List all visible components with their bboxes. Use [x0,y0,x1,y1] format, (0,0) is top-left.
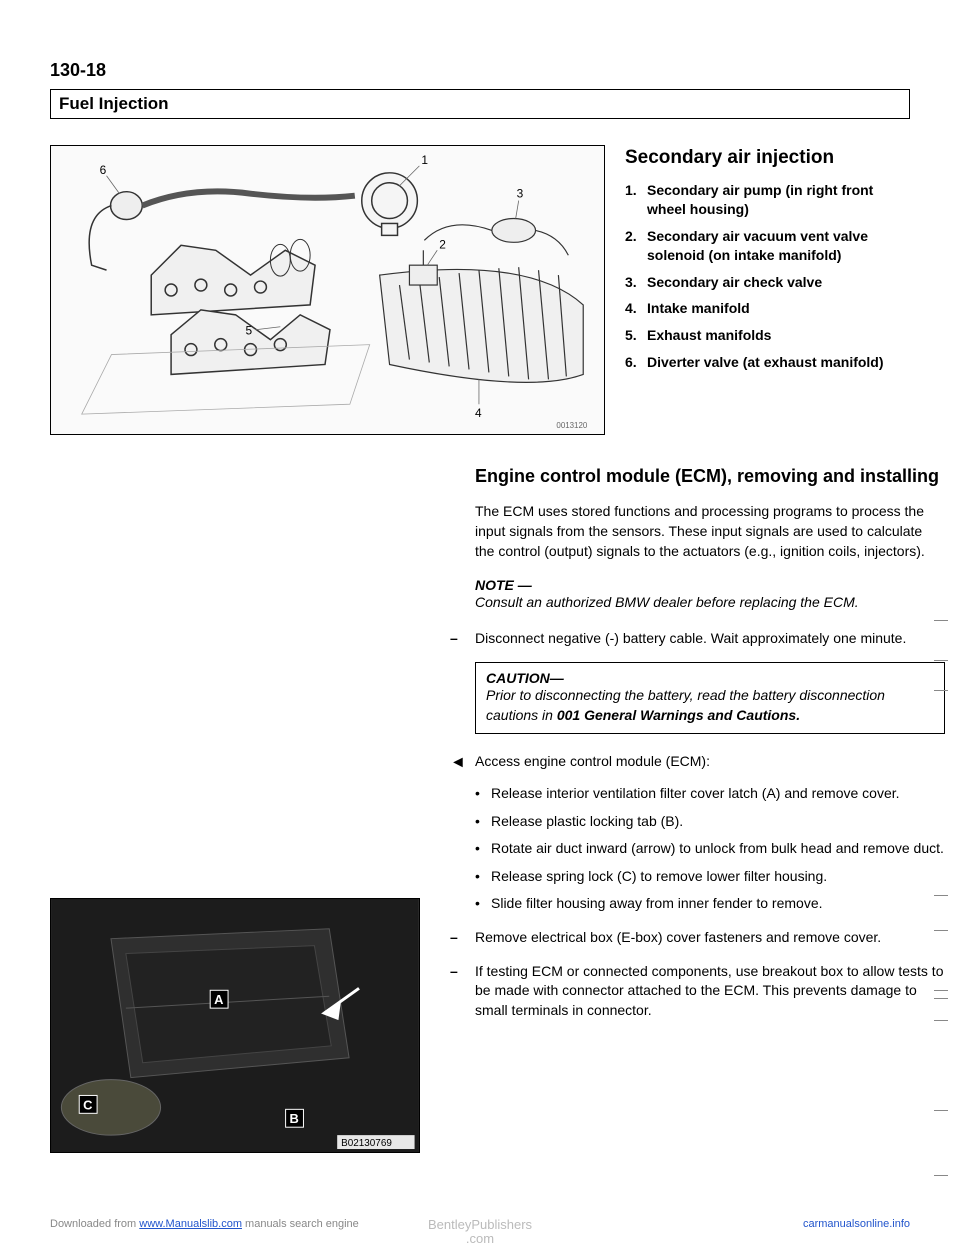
secondary-air-list: Secondary air injection 1.Secondary air … [625,145,910,435]
secondary-air-diagram: 1 2 3 4 5 6 0013120 [50,145,605,435]
diagram-svg: 1 2 3 4 5 6 0013120 [51,146,604,434]
caution-text: Prior to disconnecting the battery, read… [486,686,934,725]
list-item: 3.Secondary air check valve [625,273,910,292]
margin-marks [928,0,948,1242]
ecm-photo: A B C B02130769 [50,898,420,1153]
photo-label-a: A [214,992,223,1007]
list-item: 4.Intake manifold [625,299,910,318]
list-item: 1.Secondary air pump (in right front whe… [625,181,910,219]
bullet-item: •Rotate air duct inward (arrow) to unloc… [475,839,945,859]
photo-svg: A B C B02130769 [51,899,419,1152]
diagram-label-4: 4 [475,406,482,420]
caution-label: CAUTION— [486,670,934,686]
bullet-item: •Slide filter housing away from inner fe… [475,894,945,914]
photo-ref: B02130769 [341,1138,392,1149]
ecm-intro: The ECM uses stored functions and proces… [475,502,945,561]
photo-label-c: C [83,1097,92,1112]
step-remove: –Remove electrical box (E-box) cover fas… [450,928,945,948]
section-title: Fuel Injection [50,89,910,119]
diagram-label-5: 5 [246,324,253,338]
footer-right[interactable]: carmanualsonline.info [803,1218,910,1230]
note-label: NOTE — [475,577,945,593]
step-access: ◄Access engine control module (ECM): [450,752,945,774]
list-item: 2.Secondary air vacuum vent valve soleno… [625,227,910,265]
bullet-item: •Release plastic locking tab (B). [475,812,945,832]
diagram-label-6: 6 [100,163,107,177]
list-item: 5.Exhaust manifolds [625,326,910,345]
access-bullets: •Release interior ventilation filter cov… [475,784,945,914]
note-text: Consult an authorized BMW dealer before … [475,593,945,613]
list-item: 6.Diverter valve (at exhaust manifold) [625,353,910,372]
page-number: 130-18 [50,60,910,81]
caution-box: CAUTION— Prior to disconnecting the batt… [475,662,945,733]
bullet-item: •Release interior ventilation filter cov… [475,784,945,804]
step-testing: –If testing ECM or connected components,… [450,962,945,1021]
diagram-label-2: 2 [439,237,446,251]
footer: Downloaded from www.Manualslib.com manua… [0,1218,960,1230]
photo-label-b: B [290,1111,299,1126]
top-row: 1 2 3 4 5 6 0013120 Secondary air inject… [50,145,910,435]
note-block: NOTE — Consult an authorized BMW dealer … [475,577,945,613]
body-column: Engine control module (ECM), removing an… [475,465,945,1020]
diagram-label-3: 3 [517,187,524,201]
ecm-heading: Engine control module (ECM), removing an… [475,465,945,488]
diagram-ref: 0013120 [556,421,587,430]
manualslib-link[interactable]: www.Manualslib.com [139,1218,242,1230]
footer-center: BentleyPublishers .com [428,1218,532,1247]
footer-left: Downloaded from www.Manualslib.com manua… [50,1218,359,1230]
step-disconnect: –Disconnect negative (-) battery cable. … [450,629,945,649]
bullet-item: •Release spring lock (C) to remove lower… [475,867,945,887]
secondary-air-heading: Secondary air injection [625,147,910,169]
diagram-label-1: 1 [421,153,428,167]
